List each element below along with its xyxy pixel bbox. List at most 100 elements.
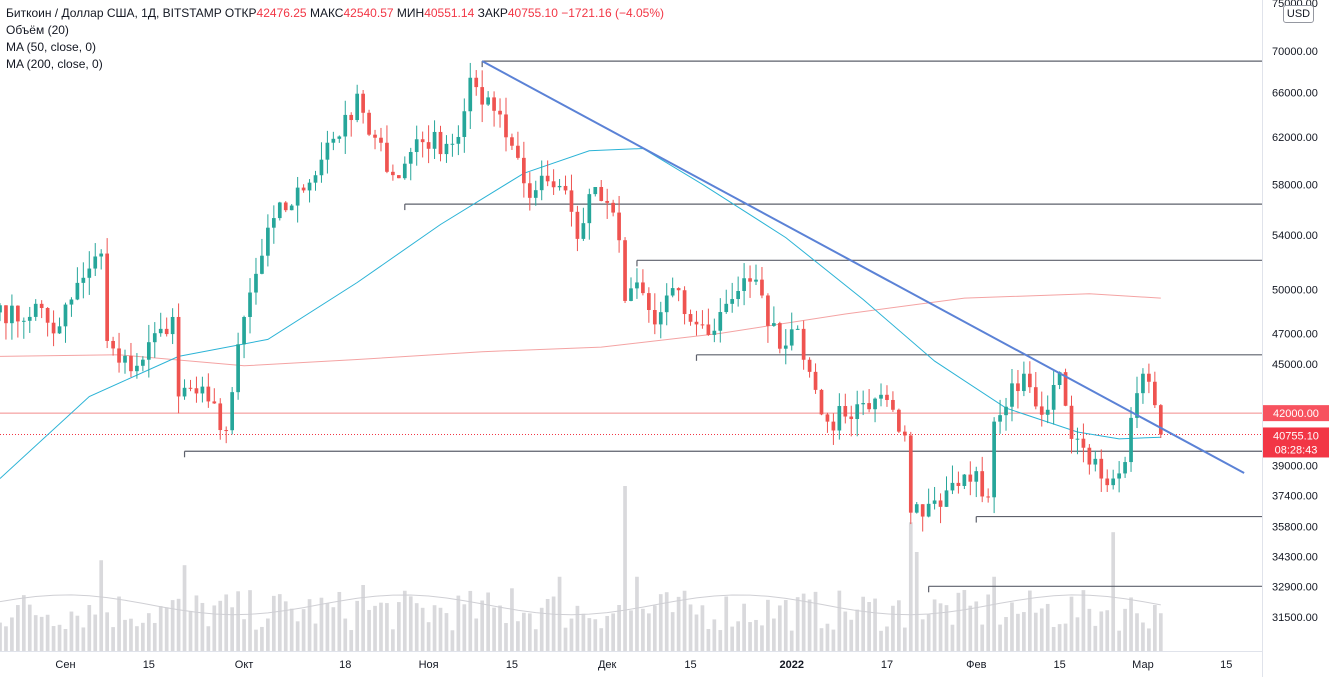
candle-body xyxy=(736,290,740,300)
volume-bar xyxy=(1045,603,1050,651)
volume-bar xyxy=(950,624,955,651)
volume-bar xyxy=(1075,617,1080,651)
candle-body xyxy=(301,187,306,191)
volume-bar xyxy=(248,590,252,651)
volume-bar xyxy=(414,603,419,651)
volume-bar xyxy=(1087,608,1092,651)
volume-bar xyxy=(1069,596,1074,651)
candle-body xyxy=(194,388,199,394)
candle-body xyxy=(1105,478,1110,486)
candle-body xyxy=(117,348,121,363)
candle-body xyxy=(438,131,443,155)
volume-bar xyxy=(891,605,895,651)
volume-bar xyxy=(289,608,294,651)
candle-body xyxy=(986,496,991,498)
candle-body xyxy=(1117,473,1121,479)
candle-body xyxy=(10,305,14,324)
volume-bar xyxy=(730,626,735,651)
level-label-42000: 42000.00 xyxy=(1273,408,1319,420)
candle-body xyxy=(4,305,8,324)
symbol-title[interactable]: Биткоин / Доллар США, 1Д, BITSTAMP xyxy=(6,6,222,20)
volume-bar xyxy=(700,605,705,651)
low-value: 40551.14 xyxy=(424,6,475,20)
volume-bar xyxy=(224,594,229,651)
volume-bar xyxy=(1135,613,1139,651)
candle-body xyxy=(1039,406,1044,415)
candle-body xyxy=(700,324,705,326)
volume-bar xyxy=(873,598,877,651)
candle-body xyxy=(641,282,645,294)
candle-body xyxy=(266,227,270,256)
volume-bar xyxy=(837,590,842,651)
volume-bar xyxy=(587,618,592,651)
volume-bar xyxy=(1004,617,1008,651)
volume-bar xyxy=(129,618,133,651)
candle-body xyxy=(879,394,883,399)
volume-bar xyxy=(283,601,288,651)
volume-bar xyxy=(99,560,104,651)
candle-body xyxy=(527,183,532,198)
candle-body xyxy=(718,312,723,331)
volume-bar xyxy=(123,619,127,651)
currency-unit-button[interactable]: USD xyxy=(1283,5,1314,23)
ma50-indicator-label[interactable]: MA (50, close, 0) xyxy=(6,40,97,54)
volume-indicator-label[interactable]: Объём (20) xyxy=(6,23,69,37)
candle-body xyxy=(563,185,568,191)
volume-bar xyxy=(813,591,818,651)
volume-bar xyxy=(897,600,901,651)
candle-body xyxy=(349,114,354,121)
candle-body xyxy=(777,323,782,349)
close-label: ЗАКР xyxy=(477,6,508,20)
candle-body xyxy=(652,310,657,325)
candle-body xyxy=(379,137,383,143)
candle-body xyxy=(135,365,139,372)
volume-bar xyxy=(408,596,413,651)
candle-body xyxy=(522,157,526,184)
candle-body xyxy=(271,218,276,228)
volume-bar xyxy=(754,619,758,651)
ma200-indicator-label[interactable]: MA (200, close, 0) xyxy=(6,57,103,71)
price-tag-box xyxy=(1263,427,1329,458)
volume-bar xyxy=(510,588,514,651)
candle-body xyxy=(617,212,621,241)
volume-bar xyxy=(63,629,68,651)
candle-body xyxy=(748,278,752,282)
candle-body xyxy=(295,187,300,206)
volume-bar xyxy=(349,630,354,651)
candle-body xyxy=(1147,373,1151,382)
volume-bar xyxy=(420,607,425,651)
candle-body xyxy=(849,416,854,420)
candle-body xyxy=(242,316,246,345)
volume-bar xyxy=(355,600,360,651)
volume-bar xyxy=(742,603,746,651)
candle-body xyxy=(551,181,556,188)
candle-body xyxy=(450,143,455,145)
volume-bar xyxy=(271,595,276,651)
volume-bar xyxy=(902,627,907,651)
volume-bar xyxy=(1039,608,1044,651)
candle-body xyxy=(1016,383,1020,392)
volume-bar xyxy=(795,597,800,651)
volume-bar xyxy=(920,619,925,651)
volume-bar xyxy=(522,612,526,651)
candle-body xyxy=(1158,405,1163,435)
candle-body xyxy=(772,323,776,326)
candle-body xyxy=(516,145,520,158)
volume-bar xyxy=(111,627,115,651)
volume-bar xyxy=(712,619,717,651)
volume-bar xyxy=(486,592,490,651)
candle-body xyxy=(45,308,50,323)
candle-body xyxy=(581,223,586,239)
volume-bar xyxy=(635,576,639,651)
ma50-path xyxy=(0,147,1161,479)
volume-bar xyxy=(694,614,699,651)
volume-bar xyxy=(164,607,169,651)
candle-body xyxy=(593,187,598,195)
x-tick-label: 15 xyxy=(1220,659,1232,671)
candle-body xyxy=(998,415,1002,422)
candle-body xyxy=(254,273,258,293)
volume-bar xyxy=(51,626,56,651)
x-tick-label: Мар xyxy=(1132,659,1154,671)
candle-body xyxy=(962,474,967,486)
